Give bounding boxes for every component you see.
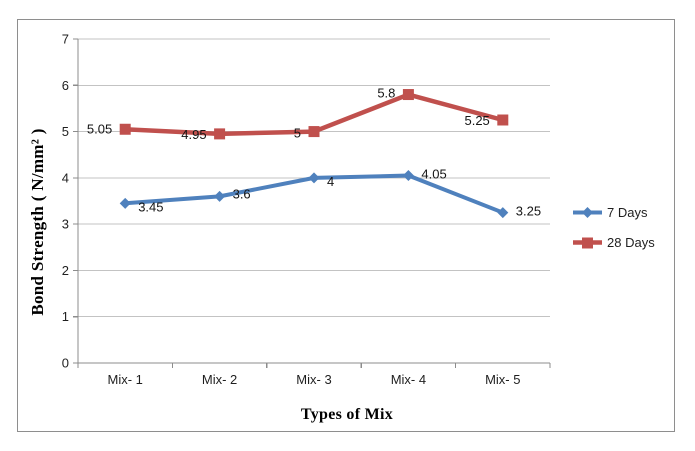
data-point-marker-diamond: [497, 207, 509, 219]
x-tick-label: Mix- 2: [202, 372, 237, 387]
data-point-marker-square: [308, 126, 320, 138]
data-point-marker-diamond: [308, 172, 320, 184]
x-tick-label: Mix- 1: [108, 372, 143, 387]
x-axis-title: Types of Mix: [300, 406, 394, 423]
y-tick-label: 3: [62, 217, 69, 232]
data-label: 5.05: [87, 121, 112, 136]
diamond-marker-icon: [573, 207, 602, 218]
legend: 7 Days 28 Days: [572, 204, 655, 251]
y-tick-label: 6: [62, 78, 69, 93]
square-marker-icon: [573, 237, 602, 249]
data-label: 3.25: [516, 204, 541, 219]
data-label: 4: [327, 174, 334, 189]
data-point-marker-diamond: [214, 190, 226, 202]
data-label: 5: [294, 126, 301, 141]
y-tick-label: 5: [62, 124, 69, 139]
data-label: 5.25: [464, 113, 489, 128]
data-label: 3.45: [138, 199, 163, 214]
y-axis-title: Bond Strength ( N/mm² ): [28, 128, 47, 316]
legend-item-28-days: 28 Days: [572, 234, 655, 251]
data-point-marker-square: [119, 123, 131, 135]
x-tick-label: Mix- 4: [391, 372, 426, 387]
data-point-marker-diamond: [119, 197, 131, 209]
y-tick-label: 7: [62, 32, 69, 47]
data-point-marker-square: [497, 114, 509, 126]
legend-item-7-days: 7 Days: [572, 204, 655, 221]
y-tick-label: 4: [62, 170, 69, 185]
y-tick-label: 1: [62, 309, 69, 324]
data-label: 3.6: [233, 186, 251, 201]
y-tick-label: 0: [62, 356, 69, 371]
data-point-marker-diamond: [402, 170, 414, 182]
data-label: 4.05: [421, 167, 446, 182]
legend-label-7-days: 7 Days: [607, 205, 648, 220]
data-label: 5.8: [377, 86, 395, 101]
data-label: 4.95: [181, 127, 206, 142]
data-point-marker-square: [402, 89, 414, 101]
legend-label-28-days: 28 Days: [607, 235, 655, 250]
y-tick-label: 2: [62, 263, 69, 278]
data-point-marker-square: [214, 128, 226, 140]
x-tick-label: Mix- 3: [296, 372, 331, 387]
x-tick-label: Mix- 5: [485, 372, 520, 387]
